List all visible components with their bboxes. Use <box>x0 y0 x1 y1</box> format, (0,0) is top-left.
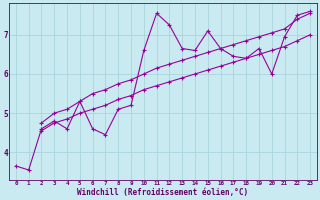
X-axis label: Windchill (Refroidissement éolien,°C): Windchill (Refroidissement éolien,°C) <box>77 188 249 197</box>
